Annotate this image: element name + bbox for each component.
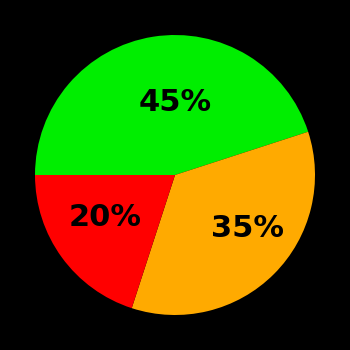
Wedge shape [35, 175, 175, 308]
Text: 20%: 20% [69, 203, 141, 231]
Wedge shape [132, 132, 315, 315]
Text: 35%: 35% [211, 214, 284, 243]
Wedge shape [35, 35, 308, 175]
Text: 45%: 45% [139, 88, 211, 117]
